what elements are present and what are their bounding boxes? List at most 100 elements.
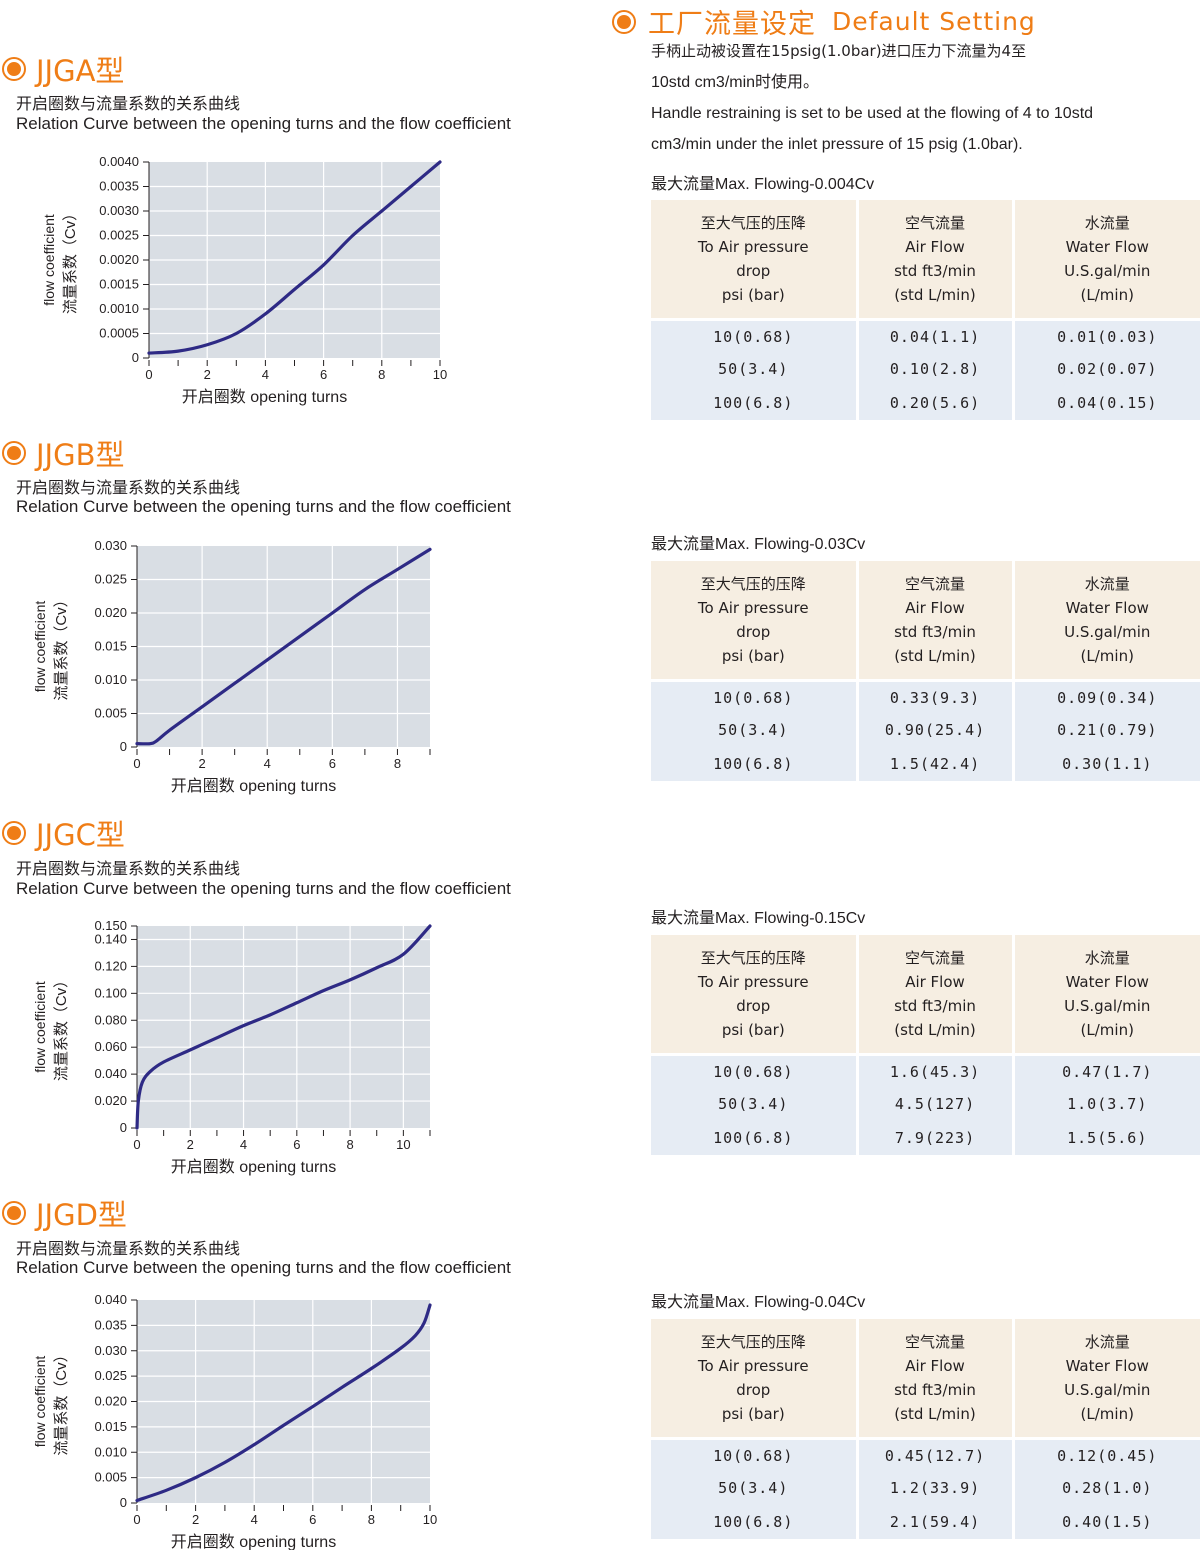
table-cell: 0.20(5.6) <box>857 386 1015 420</box>
caption-en: Relation Curve between the opening turns… <box>16 114 511 133</box>
flow-curve-series <box>135 924 432 1130</box>
header-line: (std L/min) <box>894 1404 976 1423</box>
y-tick-label: 0.0015 <box>99 277 139 292</box>
table-cell: 100(6.8) <box>651 386 859 420</box>
caption-cn: 开启圈数与流量系数的关系曲线 <box>16 1239 241 1258</box>
table-cell: 1.5(5.6) <box>1013 1121 1200 1155</box>
table-cell: 50(3.4) <box>651 1471 859 1505</box>
y-tick-label: 0.0010 <box>99 301 139 316</box>
table-header-cell: 至大气压的压降 To Air pressure drop psi (bar) <box>651 935 859 1056</box>
header-line: (L/min) <box>1080 1404 1134 1423</box>
header-line: std ft3/min <box>894 996 976 1015</box>
table-cell: 0.40(1.5) <box>1013 1505 1200 1539</box>
x-tick-label: 4 <box>264 756 271 771</box>
orange-bullet-icon <box>612 9 636 34</box>
desc-cn-line-1: 手柄止动被设置在15psig(1.0bar)进口压力下流量为4至 <box>651 42 1027 60</box>
header-line: std ft3/min <box>894 261 976 280</box>
orange-bullet-icon <box>2 821 26 845</box>
x-tick-label: 2 <box>198 756 205 771</box>
header-line: drop <box>736 622 771 641</box>
header-line: 空气流量 <box>904 574 965 593</box>
y-axis-label-cn: 流量系数（Cv） <box>53 973 70 1081</box>
y-tick-label: 0.005 <box>94 706 127 721</box>
header-line: 水流量 <box>1084 1332 1130 1351</box>
table-cell: 0.33(9.3) <box>857 680 1015 714</box>
y-tick-label: 0.150 <box>94 918 127 933</box>
y-tick-label: 0.015 <box>94 1419 127 1434</box>
y-tick-label: 0.140 <box>94 931 127 946</box>
header-line: psi (bar) <box>721 646 785 665</box>
y-tick-label: 0.010 <box>94 1444 127 1459</box>
y-axis-label-en: flow coefficient <box>32 981 48 1073</box>
table-cell: 50(3.4) <box>651 1087 859 1121</box>
desc-en-line-1: Handle restraining is set to be used at … <box>651 105 1094 122</box>
header-line: drop <box>736 996 771 1015</box>
x-tick-label: 4 <box>262 367 269 382</box>
header-line: U.S.gal/min <box>1064 261 1151 280</box>
header-line: 空气流量 <box>904 1332 965 1351</box>
table-row: 100(6.8) 1.5(42.4) 0.30(1.1) <box>651 747 1200 781</box>
header-line: 空气流量 <box>904 948 965 967</box>
y-tick-label: 0.010 <box>94 672 127 687</box>
flow-curve-chart-jjgd: 0 2 4 6 8 10 0 0.005 0.010 0.015 0.020 0.025 0.030 0.… <box>32 1292 437 1550</box>
header-line: (L/min) <box>1080 646 1134 665</box>
y-tick-label: 0.060 <box>94 1039 127 1054</box>
x-tick-label: 2 <box>187 1137 194 1152</box>
header-line: psi (bar) <box>721 1404 785 1423</box>
flow-curve-chart-jjgb: 0 2 4 6 8 0 0.005 0.010 0.015 0.020 0.025 0.030 开启圈数… <box>32 538 432 795</box>
header-line: Water Flow <box>1065 972 1149 991</box>
table-cell: 0.12(0.45) <box>1013 1438 1200 1472</box>
table-row: 50(3.4) 0.10(2.8) 0.02(0.07) <box>651 352 1200 386</box>
table-cell: 10(0.68) <box>651 319 859 353</box>
x-tick-label: 8 <box>368 1512 375 1527</box>
header-line: U.S.gal/min <box>1064 622 1151 641</box>
x-tick-label: 0 <box>145 367 152 382</box>
x-tick-label: 10 <box>396 1137 410 1152</box>
x-axis-label: 开启圈数 opening turns <box>171 1158 336 1176</box>
x-axis-label: 开启圈数 opening turns <box>171 1533 336 1550</box>
table-cell: 100(6.8) <box>651 1121 859 1155</box>
caption-en: Relation Curve between the opening turns… <box>16 497 511 516</box>
table-header-cell: 水流量 Water Flow U.S.gal/min (L/min) <box>1013 1319 1200 1440</box>
y-tick-label: 0 <box>120 739 127 754</box>
header-line: U.S.gal/min <box>1064 996 1151 1015</box>
table-row: 10(0.68) 0.45(12.7) 0.12(0.45) <box>651 1438 1200 1472</box>
y-tick-label: 0.040 <box>94 1292 127 1307</box>
section-title: JJGD型 <box>2 1192 127 1234</box>
table-cell: 0.09(0.34) <box>1013 680 1200 714</box>
table-cell: 2.1(59.4) <box>857 1505 1015 1539</box>
table-cell: 10(0.68) <box>651 1438 859 1472</box>
table-header-cell: 空气流量 Air Flow std ft3/min (std L/min) <box>857 1319 1015 1440</box>
table-row: 10(0.68) 0.33(9.3) 0.09(0.34) <box>651 680 1200 714</box>
y-axis-label-cn: 流量系数（Cv） <box>53 1347 70 1455</box>
table-header-cell: 空气流量 Air Flow std ft3/min (std L/min) <box>857 200 1015 321</box>
flow-curve-series <box>135 547 432 746</box>
flow-spec-table: 至大气压的压降 To Air pressure drop psi (bar) 空气流量 A… <box>651 935 1200 1155</box>
section-title: JJGC型 <box>2 812 125 854</box>
flow-curve-chart-jjga: 0 2 4 6 8 10 0 0.0005 0.0010 0.0015 0.0020 0.0025 0.… <box>41 154 447 406</box>
default-setting-title-en: Default Setting <box>832 7 1036 36</box>
x-tick-label: 10 <box>423 1512 437 1527</box>
y-tick-label: 0.120 <box>94 958 127 973</box>
table-cell: 100(6.8) <box>651 747 859 781</box>
table-header-cell: 水流量 Water Flow U.S.gal/min (L/min) <box>1013 200 1200 321</box>
table-cell: 1.6(45.3) <box>857 1054 1015 1088</box>
table-row: 100(6.8) 7.9(223) 1.5(5.6) <box>651 1121 1200 1155</box>
header-line: Air Flow <box>905 972 965 991</box>
x-tick-label: 0 <box>133 1512 140 1527</box>
y-tick-label: 0.080 <box>94 1012 127 1027</box>
x-axis-label: 开启圈数 opening turns <box>182 388 347 406</box>
header-line: Air Flow <box>905 237 965 256</box>
table-header-cell: 至大气压的压降 To Air pressure drop psi (bar) <box>651 1319 859 1440</box>
caption-en: Relation Curve between the opening turns… <box>16 879 511 898</box>
table-cell: 0.21(0.79) <box>1013 713 1200 747</box>
flow-spec-table: 至大气压的压降 To Air pressure drop psi (bar) 空气流量 A… <box>651 561 1200 781</box>
x-tick-label: 4 <box>251 1512 258 1527</box>
max-flow-label: 最大流量Max. Flowing-0.15Cv <box>651 910 866 927</box>
y-tick-label: 0.005 <box>94 1470 127 1485</box>
y-tick-label: 0.020 <box>94 1093 127 1108</box>
table-cell: 0.45(12.7) <box>857 1438 1015 1472</box>
max-flow-label: 最大流量Max. Flowing-0.04Cv <box>651 1294 866 1311</box>
x-tick-label: 0 <box>133 756 140 771</box>
header-line: (std L/min) <box>894 646 976 665</box>
